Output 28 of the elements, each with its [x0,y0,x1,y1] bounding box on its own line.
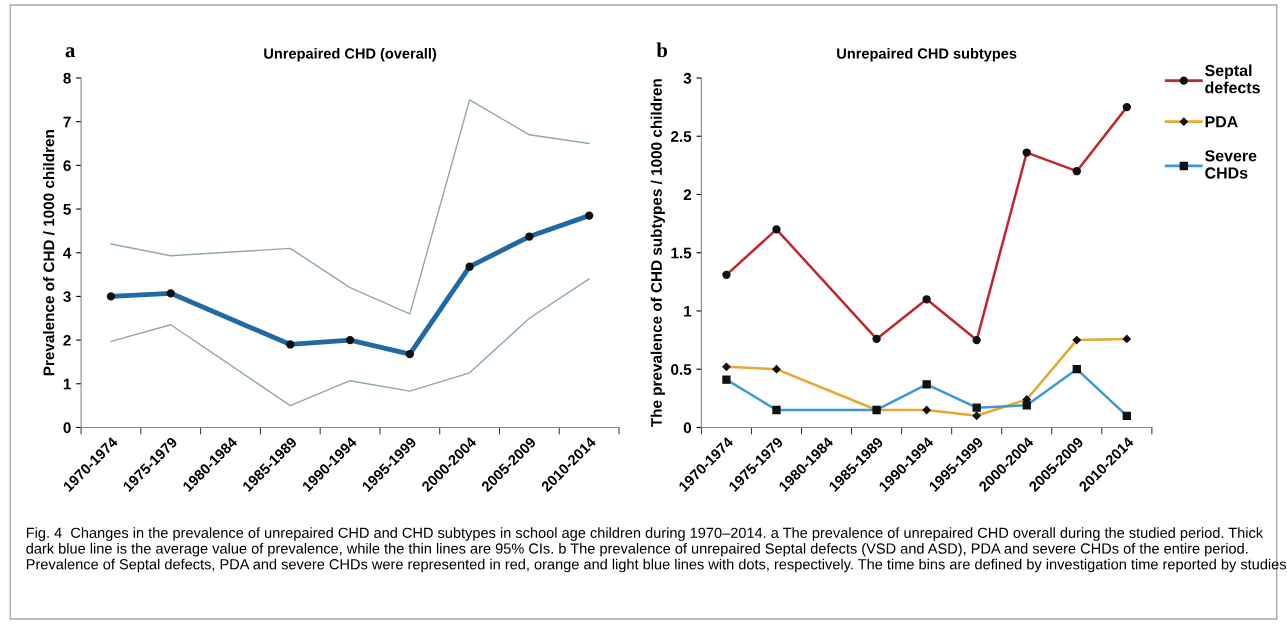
y-tick-label: 0 [683,422,692,434]
legend-label: Septal defects [1205,64,1260,94]
text: b [656,42,668,58]
chart-title: Unrepaired CHD (overall) [264,47,437,62]
y-tick-label: 2.5 [670,131,692,142]
text: a [65,47,76,58]
y-axis-title: Prevalence of CHD / 1000 children [43,130,55,376]
line-series [110,278,590,407]
y-tick-label: 7 [63,116,71,128]
legend-label: PDA [1205,116,1238,128]
y-tick-label: 2 [683,189,692,201]
y-axis-title: The prevalence of CHD subtypes / 1000 children [650,79,665,428]
y-tick-label: 3 [683,72,692,84]
y-tick-label: 1.5 [671,247,692,259]
y-tick-label: 0 [63,422,71,434]
y-tick-label: 1 [63,378,71,390]
y-tick-label: 8 [63,72,71,84]
y-tick-label: 3 [63,291,71,303]
chart-title: Unrepaired CHD subtypes [837,47,1017,62]
legend-label: Severe CHDs [1205,150,1257,179]
y-tick-label: 4 [63,247,72,259]
y-tick-label: 1 [684,305,692,317]
y-tick-label: 0.5 [671,364,692,375]
line-series [110,99,590,315]
caption: Fig. 4 Changes in the prevalence of unrepaired CHD and CHD subtypes in school age children during 1970–2014. a The prevalence of unrepaired CHD overall during the studied period. Thick dark blue line is the average value of prevalence, while the thin lines are 95% CIs. b The prevalence of unrepaired Septal defects (VSD and ASD), PDA and severe CHDs of the entire period. Prevalence of Septal defects, PDA and severe CHDs were represented in red, orange and light blue lines with dots, respectively. The time bins are defined by investigation time reported by studies [26,527,1287,573]
y-tick-label: 5 [63,204,71,215]
y-tick-label: 6 [63,160,71,172]
y-tick-label: 2 [63,334,71,346]
